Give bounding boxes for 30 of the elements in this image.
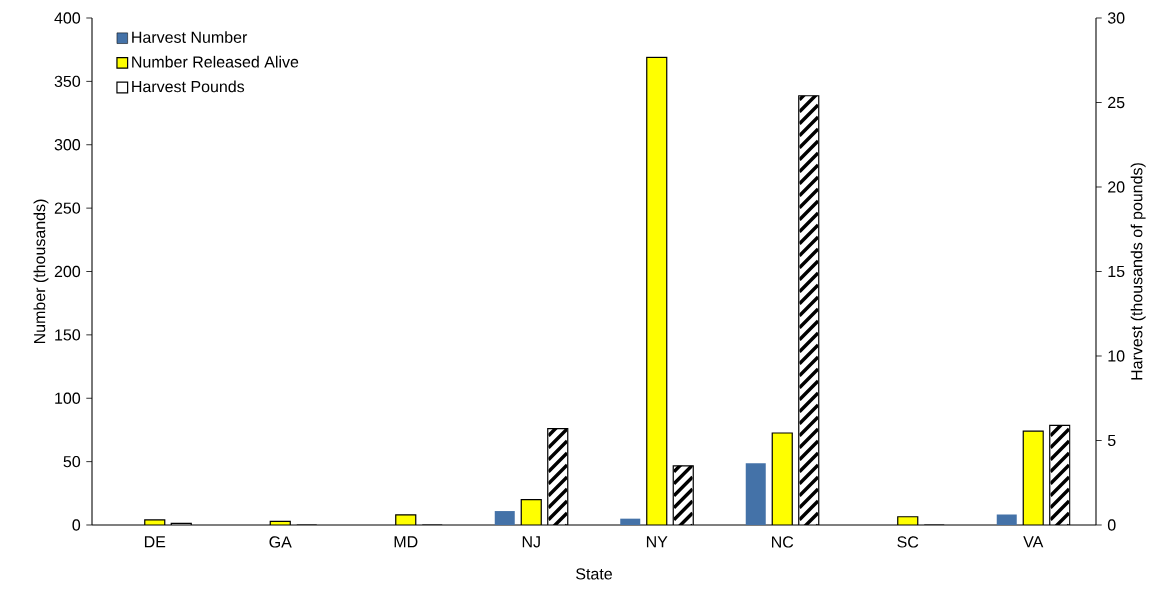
y-tick-label: 400 <box>54 12 81 24</box>
y-tick-label: 250 <box>54 202 81 214</box>
legend-label: Harvest Number <box>132 31 248 43</box>
y2-tick-label: 5 <box>1107 434 1116 447</box>
x-tick-label: NC <box>772 536 794 548</box>
y2-tick-label: 0 <box>1107 519 1116 531</box>
x-tick-label: VA <box>1023 536 1044 548</box>
y2-tick-label: 30 <box>1107 12 1125 24</box>
x-axis-title: State <box>576 568 612 580</box>
y-axis-title: Number (thousands) <box>33 199 49 344</box>
y2-tick-label: 20 <box>1108 181 1125 193</box>
x-tick-label: NY <box>646 536 668 548</box>
y-tick-label: 50 <box>63 455 81 468</box>
y2-axis-title: Harvest (thousands of pounds) <box>1130 163 1146 380</box>
x-tick-label: GA <box>269 536 292 548</box>
x-tick-label: NJ <box>522 536 540 548</box>
y2-tick-label: 10 <box>1108 350 1125 362</box>
legend-label: Number Released Alive <box>132 55 299 68</box>
y-tick-label: 150 <box>55 329 81 341</box>
x-tick-label: DE <box>144 536 166 548</box>
y-tick-label: 100 <box>55 392 81 404</box>
y-tick-label: 0 <box>72 519 81 531</box>
y2-tick-label: 15 <box>1108 265 1125 278</box>
x-tick-label: MD <box>394 536 418 548</box>
y2-tick-label: 25 <box>1108 96 1125 109</box>
x-tick-label: SC <box>897 536 919 548</box>
y-tick-label: 300 <box>54 139 81 151</box>
y-tick-label: 350 <box>54 75 81 88</box>
legend-label: Harvest Pounds <box>132 80 245 93</box>
y-tick-label: 200 <box>54 265 81 278</box>
